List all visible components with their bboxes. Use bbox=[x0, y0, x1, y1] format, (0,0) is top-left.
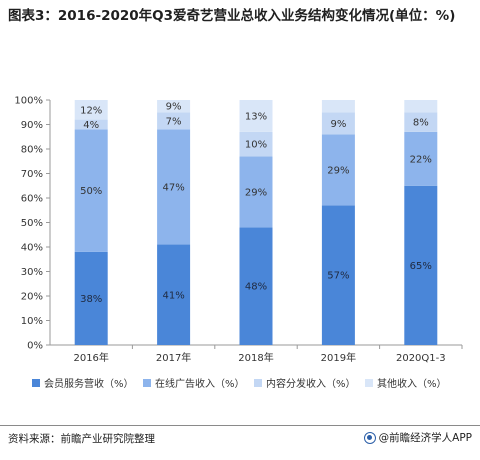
bar-segment bbox=[157, 129, 191, 245]
bar-segment bbox=[239, 227, 273, 345]
bar-segment bbox=[239, 100, 273, 132]
bar-segment bbox=[404, 100, 438, 113]
bar-segment bbox=[74, 251, 108, 345]
bar-segment bbox=[157, 244, 191, 345]
legend-label: 内容分发收入（%） bbox=[266, 377, 356, 390]
legend-swatch bbox=[254, 379, 262, 387]
bar-segment bbox=[321, 205, 355, 345]
bar-segment bbox=[239, 156, 273, 228]
bar-segment bbox=[74, 129, 108, 252]
y-tick-label: 40% bbox=[21, 243, 43, 254]
bar-segment bbox=[404, 112, 438, 132]
data-label: 38% bbox=[80, 294, 102, 305]
data-label: 29% bbox=[327, 165, 349, 176]
bar-segment bbox=[239, 131, 273, 157]
bar-segment bbox=[321, 100, 355, 113]
bar-segment bbox=[321, 134, 355, 206]
legend-swatch bbox=[32, 379, 40, 387]
y-tick-label: 30% bbox=[21, 267, 43, 278]
data-label: 12% bbox=[80, 105, 102, 116]
data-label: 47% bbox=[162, 182, 184, 193]
bar-segment bbox=[157, 100, 191, 113]
chart-title: 图表3：2016-2020年Q3爱奇艺营业总收入业务结构变化情况(单位：%) bbox=[8, 8, 456, 24]
legend-swatch bbox=[365, 379, 373, 387]
data-label: 9% bbox=[166, 102, 182, 113]
legend-label: 在线广告收入（%） bbox=[155, 377, 245, 390]
legend-label: 其他收入（%） bbox=[377, 377, 447, 390]
x-tick-label: 2017年 bbox=[156, 351, 191, 364]
data-label: 9% bbox=[330, 119, 346, 130]
chart-legend: 会员服务营收（%） 在线广告收入（%） 内容分发收入（%） 其他收入（%） bbox=[32, 377, 447, 390]
data-label: 50% bbox=[80, 186, 102, 197]
x-tick-label: 2018年 bbox=[238, 351, 273, 364]
data-label: 10% bbox=[245, 140, 267, 151]
data-label: 65% bbox=[410, 261, 432, 272]
y-tick-label: 60% bbox=[21, 194, 43, 205]
y-tick-label: 10% bbox=[21, 316, 43, 327]
legend-label: 会员服务营收（%） bbox=[44, 377, 134, 390]
data-label: 13% bbox=[245, 111, 267, 122]
data-label: 57% bbox=[327, 271, 349, 282]
y-tick-label: 100% bbox=[14, 96, 43, 107]
source-note: 资料来源：前瞻产业研究院整理 bbox=[8, 433, 155, 445]
bar-segment bbox=[404, 185, 438, 345]
y-tick-label: 80% bbox=[21, 145, 43, 156]
footer-divider bbox=[0, 425, 480, 426]
brand-logo-icon bbox=[363, 431, 376, 444]
data-label: 41% bbox=[162, 290, 184, 301]
brand-credit: @前瞻经济学人APP bbox=[363, 430, 472, 445]
chart-axes: 0% 10% 20% 30% 40% 50% 60% 70% 80% 90% 100% 2016年 20… bbox=[14, 96, 463, 364]
data-label: 4% bbox=[83, 120, 99, 131]
bar-segment bbox=[321, 112, 355, 135]
brand-text: @前瞻经济学人APP bbox=[378, 432, 472, 444]
data-label: 48% bbox=[245, 282, 267, 293]
data-label: 8% bbox=[413, 118, 429, 129]
data-label: 29% bbox=[245, 187, 267, 198]
chart-bars bbox=[74, 100, 438, 345]
bar-segment bbox=[74, 100, 108, 120]
x-tick-label: 2020Q1-3 bbox=[396, 353, 446, 364]
stacked-bar-chart: 0% 10% 20% 30% 40% 50% 60% 70% 80% 90% 100% 2016年 20… bbox=[14, 96, 463, 390]
y-tick-label: 50% bbox=[21, 218, 43, 229]
chart-data-labels: 38% 50% 4% 12% 41% 47% 7% 9% 48% 29% 10% 13% 57% 29% 9… bbox=[80, 102, 432, 305]
x-tick-label: 2016年 bbox=[73, 351, 108, 364]
y-tick-label: 0% bbox=[27, 341, 43, 352]
x-tick-label: 2019年 bbox=[321, 351, 356, 364]
y-tick-label: 90% bbox=[21, 120, 43, 131]
bar-segment bbox=[74, 119, 108, 130]
data-label: 22% bbox=[410, 154, 432, 165]
y-tick-label: 20% bbox=[21, 292, 43, 303]
y-tick-label: 70% bbox=[21, 169, 43, 180]
bar-segment bbox=[157, 112, 191, 130]
legend-swatch bbox=[143, 379, 151, 387]
data-label: 7% bbox=[166, 116, 182, 127]
bar-segment bbox=[404, 131, 438, 186]
